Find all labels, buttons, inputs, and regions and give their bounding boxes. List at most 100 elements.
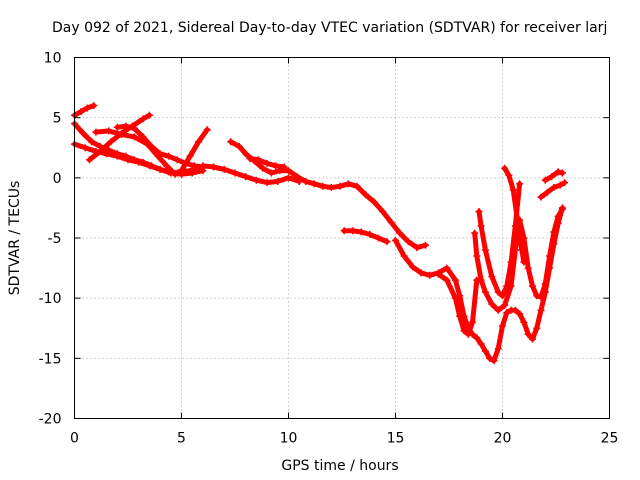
series-track <box>341 228 390 245</box>
data-point <box>421 241 429 249</box>
data-point <box>190 162 198 170</box>
data-point <box>481 246 489 254</box>
data-point <box>77 108 85 116</box>
data-point <box>246 155 254 163</box>
data-point <box>494 306 502 314</box>
series-track <box>472 206 565 313</box>
y-tick-labels: -20 -15 -10 -5 0 5 10 <box>39 51 62 428</box>
data-point <box>81 144 89 152</box>
data-point <box>469 318 477 326</box>
data-point <box>90 102 98 110</box>
x-tick-labels: 0 5 10 15 20 25 <box>70 431 618 447</box>
data-point <box>182 159 190 167</box>
data-point <box>156 150 164 158</box>
data-point <box>558 169 566 177</box>
data-point <box>88 138 96 146</box>
data-point <box>451 276 459 284</box>
data-point <box>503 309 511 317</box>
data-point <box>379 208 387 216</box>
data-point <box>501 164 509 172</box>
data-point <box>396 229 404 237</box>
data-point <box>259 164 267 172</box>
data-point <box>374 234 382 242</box>
series-track-p <box>537 179 569 201</box>
series-track-i <box>246 155 288 171</box>
data-point <box>413 244 421 252</box>
data-point <box>139 158 147 166</box>
data-point <box>366 230 374 238</box>
data-point <box>443 264 451 272</box>
data-point <box>139 133 147 141</box>
series-track-m <box>471 205 566 314</box>
data-point <box>105 146 113 154</box>
series-track-j <box>340 227 391 246</box>
data-point <box>340 227 348 235</box>
data-point <box>302 177 310 185</box>
data-series <box>71 102 569 365</box>
series-track <box>476 181 523 299</box>
data-point <box>383 238 391 246</box>
data-point <box>295 177 303 185</box>
series-track <box>72 103 97 118</box>
x-tick-label: 5 <box>177 431 186 447</box>
data-point <box>509 186 517 194</box>
data-point <box>434 270 442 278</box>
data-point <box>507 258 515 266</box>
data-point <box>443 276 451 284</box>
data-point <box>417 269 425 277</box>
data-point <box>528 335 536 343</box>
data-point <box>186 152 194 160</box>
data-point <box>96 147 104 155</box>
data-point <box>561 179 569 187</box>
data-point <box>533 292 541 300</box>
data-point <box>165 152 173 160</box>
series-track-o <box>501 164 528 266</box>
data-point <box>113 123 121 131</box>
data-point <box>267 169 275 177</box>
data-point <box>488 273 496 281</box>
data-point <box>499 322 506 330</box>
data-point <box>113 150 121 158</box>
data-point <box>156 165 164 173</box>
data-point <box>404 238 412 246</box>
data-point <box>79 129 87 137</box>
data-point <box>319 182 327 190</box>
series-track-g <box>227 138 429 252</box>
data-point <box>451 294 459 302</box>
data-point <box>310 180 318 188</box>
data-point <box>327 183 335 191</box>
y-tick-label: 10 <box>44 51 62 67</box>
data-point <box>148 162 156 170</box>
data-point <box>524 264 532 272</box>
data-point <box>550 228 558 236</box>
data-point <box>554 168 562 176</box>
data-point <box>511 306 519 314</box>
data-point <box>481 347 489 355</box>
data-point <box>516 180 524 188</box>
y-tick-label: 5 <box>53 111 62 127</box>
data-point <box>499 292 506 300</box>
data-point <box>92 128 100 136</box>
data-point <box>242 150 250 158</box>
data-point <box>473 334 481 342</box>
data-point <box>353 182 361 190</box>
series-track-l <box>434 270 481 338</box>
data-point <box>464 330 472 338</box>
data-point <box>173 156 181 164</box>
data-point <box>171 170 179 178</box>
data-point <box>203 126 211 134</box>
data-point <box>456 292 464 300</box>
series-track-q <box>541 168 566 184</box>
data-point <box>520 258 528 266</box>
data-point <box>490 357 498 365</box>
data-point <box>387 218 395 226</box>
data-point <box>558 205 566 213</box>
data-point <box>107 138 115 146</box>
data-point <box>537 293 545 301</box>
data-point <box>477 276 485 284</box>
data-point <box>475 208 483 216</box>
data-point <box>400 252 408 260</box>
data-point <box>543 188 551 196</box>
data-point <box>145 111 153 119</box>
